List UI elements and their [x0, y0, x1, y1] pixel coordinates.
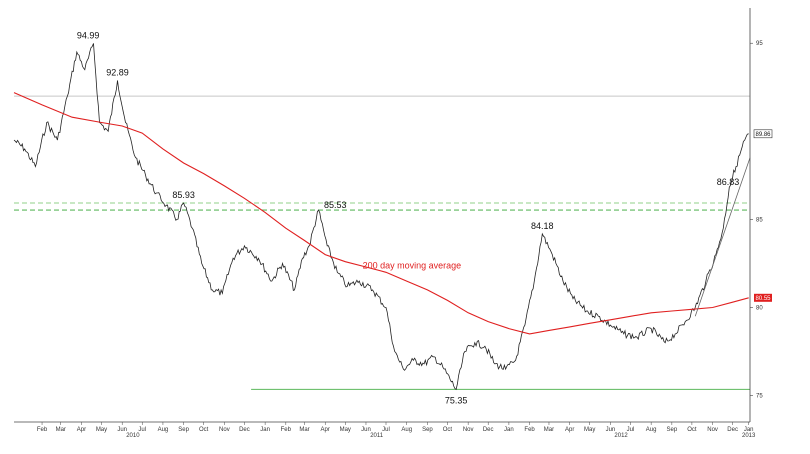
annotation-label: 75.35 [445, 395, 468, 405]
x-tick-label: May [340, 427, 351, 433]
x-tick-label: Aug [158, 427, 169, 433]
x-tick-label: Sep [178, 427, 189, 433]
x-tick-label: Apr [565, 427, 574, 433]
x-tick-label: Mar [544, 427, 554, 433]
x-tick-label: Dec [483, 427, 494, 433]
x-tick-label: Jun [606, 427, 616, 433]
annotation-label: 94.99 [77, 30, 100, 40]
price-series-line [13, 43, 749, 391]
annotation-label: 86.83 [717, 177, 740, 187]
last-price-tag-box [753, 129, 773, 139]
x-tick-label: Aug [401, 427, 412, 433]
x-tick-label: Oct [199, 427, 209, 433]
x-tick-label: Dec [727, 427, 738, 433]
x-year-label: 2013 [742, 433, 756, 439]
x-year-label: 2011 [370, 433, 384, 439]
moving-average-line [13, 92, 749, 335]
annotation-layer: 94.99 92.89 85.93 85.53 84.18 75.35 86.83 200 d… [77, 30, 773, 405]
y-tick-label: 85 [756, 217, 763, 223]
x-tick-label: May [96, 427, 107, 433]
reference-lines [14, 95, 750, 390]
x-tick-label: Nov [463, 427, 474, 433]
last-price-tag: 89.86 [755, 132, 771, 138]
x-tick-label: Jul [627, 427, 635, 433]
x-tick-label: Oct [687, 427, 697, 433]
x-tick-label: Sep [667, 427, 678, 433]
x-tick-label: Nov [707, 427, 718, 433]
x-tick-label: Mar [299, 427, 309, 433]
x-tick-label: May [584, 427, 595, 433]
series-layer [13, 43, 751, 391]
x-tick-label: Nov [219, 427, 230, 433]
x-year-label: 2010 [126, 433, 140, 439]
x-tick-label: Jul [138, 427, 146, 433]
x-year-label: 2012 [614, 433, 628, 439]
axes-layer: 95 85 80 75 Feb Mar Apr May Jun Jul Aug Sep Oct Nov De… [14, 8, 763, 439]
trendline [694, 157, 751, 317]
ma-price-tag: 80.55 [755, 296, 771, 302]
annotation-label: 84.18 [531, 221, 554, 231]
x-tick-label: Apr [77, 427, 86, 433]
x-tick-label: Jan [744, 427, 754, 433]
x-tick-label: Feb [524, 427, 535, 433]
annotation-label: 85.53 [324, 200, 347, 210]
ma-price-tag-box [754, 293, 772, 302]
x-tick-label: Feb [281, 427, 292, 433]
x-tick-label: Jul [382, 427, 390, 433]
x-tick-label: Jan [260, 427, 270, 433]
x-tick-label: Aug [646, 427, 657, 433]
x-tick-label: Oct [443, 427, 453, 433]
moving-average-label: 200 day moving average [363, 261, 462, 271]
annotation-label: 92.89 [106, 67, 129, 77]
x-tick-label: Apr [321, 427, 330, 433]
x-tick-label: Feb [37, 427, 48, 433]
x-tick-label: Jun [117, 427, 127, 433]
x-tick-label: Sep [422, 427, 433, 433]
annotation-label: 85.93 [172, 190, 195, 200]
x-tick-label: Jun [361, 427, 371, 433]
x-tick-label: Mar [56, 427, 66, 433]
x-tick-label: Dec [239, 427, 250, 433]
y-tick-label: 95 [756, 41, 763, 47]
x-tick-label: Jan [504, 427, 514, 433]
y-tick-label: 80 [756, 305, 763, 311]
y-tick-label: 75 [756, 394, 763, 400]
